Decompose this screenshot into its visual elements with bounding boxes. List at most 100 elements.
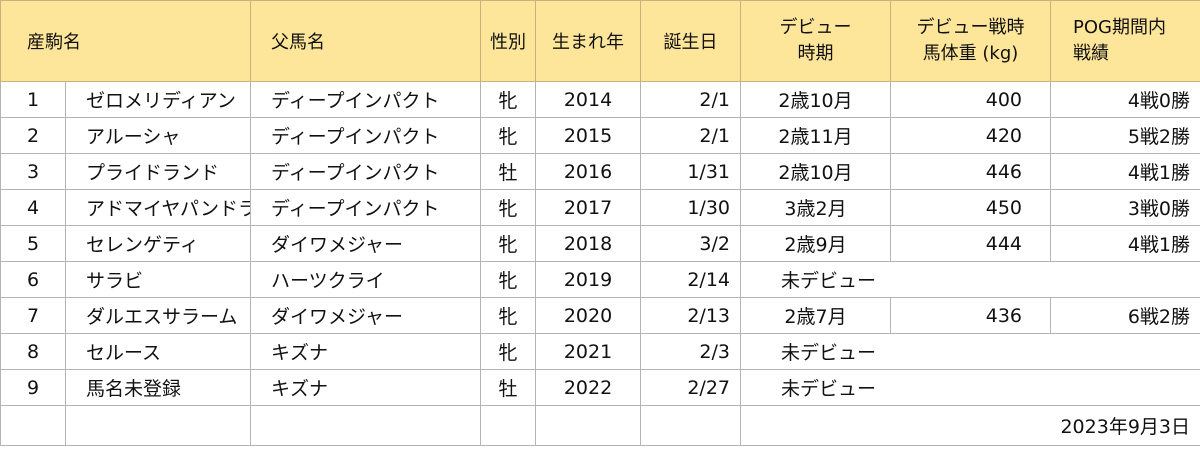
header-row: 産駒名 父馬名 性別 生まれ年 誕生日 デビュー 時期 デビュー戦時 馬体重 (…	[0, 0, 1200, 82]
row-name: プライドランド	[65, 153, 251, 190]
header-sex: 性別	[480, 0, 536, 82]
row-name: セルース	[65, 333, 251, 370]
row-year: 2019	[535, 261, 641, 298]
table-row: 3 プライドランド ディープインパクト 牡 2016 1/31 2歳10月 44…	[0, 153, 1200, 190]
row-sire: ディープインパクト	[250, 81, 481, 118]
row-birthday: 3/2	[640, 225, 741, 262]
row-number: 9	[0, 369, 66, 406]
row-debut: 未デビュー	[740, 261, 1200, 298]
row-record: 6戦2勝	[1050, 297, 1200, 334]
row-sex: 牡	[480, 153, 536, 190]
table-row: 5 セレンゲティ ダイワメジャー 牝 2018 3/2 2歳9月 444 4戦1…	[0, 225, 1200, 262]
row-debut: 2歳11月	[740, 117, 891, 154]
row-birthday: 2/3	[640, 333, 741, 370]
row-sire: キズナ	[250, 333, 481, 370]
header-debut-line1: デビュー	[779, 17, 852, 38]
row-year: 2021	[535, 333, 641, 370]
header-weight-line1: デビュー戦時	[916, 17, 1025, 38]
row-record: 4戦0勝	[1050, 81, 1200, 118]
empty-cell	[250, 405, 481, 446]
empty-cell	[0, 405, 66, 446]
row-sire: ディープインパクト	[250, 189, 481, 226]
row-number: 1	[0, 81, 66, 118]
header-pog: POG期間内 戦績	[1050, 0, 1200, 82]
row-weight: 436	[890, 297, 1051, 334]
row-record: 4戦1勝	[1050, 153, 1200, 190]
row-sex: 牝	[480, 297, 536, 334]
header-weight-line2: 馬体重 (kg)	[922, 43, 1019, 64]
row-sex: 牝	[480, 225, 536, 262]
row-sex: 牝	[480, 189, 536, 226]
row-birthday: 2/1	[640, 117, 741, 154]
header-debut-line2: 時期	[797, 43, 834, 64]
row-name: 馬名未登録	[65, 369, 251, 406]
footer-row: 2023年9月3日	[0, 405, 1200, 446]
table-row: 1 ゼロメリディアン ディープインパクト 牝 2014 2/1 2歳10月 40…	[0, 81, 1200, 118]
row-birthday: 2/13	[640, 297, 741, 334]
table-row: 9 馬名未登録 キズナ 牡 2022 2/27 未デビュー	[0, 369, 1200, 406]
table-row: 2 アルーシャ ディープインパクト 牝 2015 2/1 2歳11月 420 5…	[0, 117, 1200, 154]
table-row: 6 サラビ ハーツクライ 牝 2019 2/14 未デビュー	[0, 261, 1200, 298]
row-sire: ハーツクライ	[250, 261, 481, 298]
header-sire: 父馬名	[250, 0, 481, 82]
footer-date: 2023年9月3日	[740, 405, 1200, 446]
row-number: 5	[0, 225, 66, 262]
header-year: 生まれ年	[535, 0, 641, 82]
row-debut: 2歳9月	[740, 225, 891, 262]
row-sex: 牝	[480, 81, 536, 118]
row-year: 2015	[535, 117, 641, 154]
row-record: 5戦2勝	[1050, 117, 1200, 154]
header-weight: デビュー戦時 馬体重 (kg)	[890, 0, 1051, 82]
table-row: 4 アドマイヤパンドラ ディープインパクト 牝 2017 1/30 3歳2月 4…	[0, 189, 1200, 226]
row-birthday: 2/27	[640, 369, 741, 406]
table-row: 7 ダルエスサラーム ダイワメジャー 牝 2020 2/13 2歳7月 436 …	[0, 297, 1200, 334]
row-name: ダルエスサラーム	[65, 297, 251, 334]
row-number: 8	[0, 333, 66, 370]
row-weight: 400	[890, 81, 1051, 118]
empty-cell	[640, 405, 741, 446]
row-sire: ダイワメジャー	[250, 225, 481, 262]
row-debut: 2歳7月	[740, 297, 891, 334]
row-debut: 3歳2月	[740, 189, 891, 226]
row-number: 6	[0, 261, 66, 298]
row-sire: ディープインパクト	[250, 117, 481, 154]
row-name: サラビ	[65, 261, 251, 298]
header-birthday: 誕生日	[640, 0, 741, 82]
row-name: アルーシャ	[65, 117, 251, 154]
offspring-table: 産駒名 父馬名 性別 生まれ年 誕生日 デビュー 時期 デビュー戦時 馬体重 (…	[0, 0, 1200, 446]
row-debut: 未デビュー	[740, 333, 1200, 370]
row-sex: 牝	[480, 333, 536, 370]
row-year: 2018	[535, 225, 641, 262]
row-number: 4	[0, 189, 66, 226]
row-year: 2014	[535, 81, 641, 118]
row-birthday: 1/31	[640, 153, 741, 190]
header-pog-line1: POG期間内	[1073, 17, 1166, 38]
row-sire: ダイワメジャー	[250, 297, 481, 334]
row-number: 7	[0, 297, 66, 334]
row-birthday: 2/14	[640, 261, 741, 298]
row-weight: 444	[890, 225, 1051, 262]
header-debut: デビュー 時期	[740, 0, 891, 82]
row-birthday: 2/1	[640, 81, 741, 118]
empty-cell	[480, 405, 536, 446]
row-name: ゼロメリディアン	[65, 81, 251, 118]
row-weight: 420	[890, 117, 1051, 154]
header-name: 産駒名	[0, 0, 251, 82]
row-name: アドマイヤパンドラ	[65, 189, 251, 226]
row-number: 2	[0, 117, 66, 154]
row-record: 4戦1勝	[1050, 225, 1200, 262]
row-year: 2020	[535, 297, 641, 334]
row-sire: キズナ	[250, 369, 481, 406]
row-year: 2022	[535, 369, 641, 406]
empty-cell	[65, 405, 251, 446]
row-weight: 446	[890, 153, 1051, 190]
row-year: 2016	[535, 153, 641, 190]
row-debut: 2歳10月	[740, 153, 891, 190]
empty-cell	[535, 405, 641, 446]
row-debut: 2歳10月	[740, 81, 891, 118]
row-sex: 牝	[480, 261, 536, 298]
header-pog-line2: 戦績	[1073, 43, 1109, 64]
row-weight: 450	[890, 189, 1051, 226]
row-debut: 未デビュー	[740, 369, 1200, 406]
row-sex: 牝	[480, 117, 536, 154]
